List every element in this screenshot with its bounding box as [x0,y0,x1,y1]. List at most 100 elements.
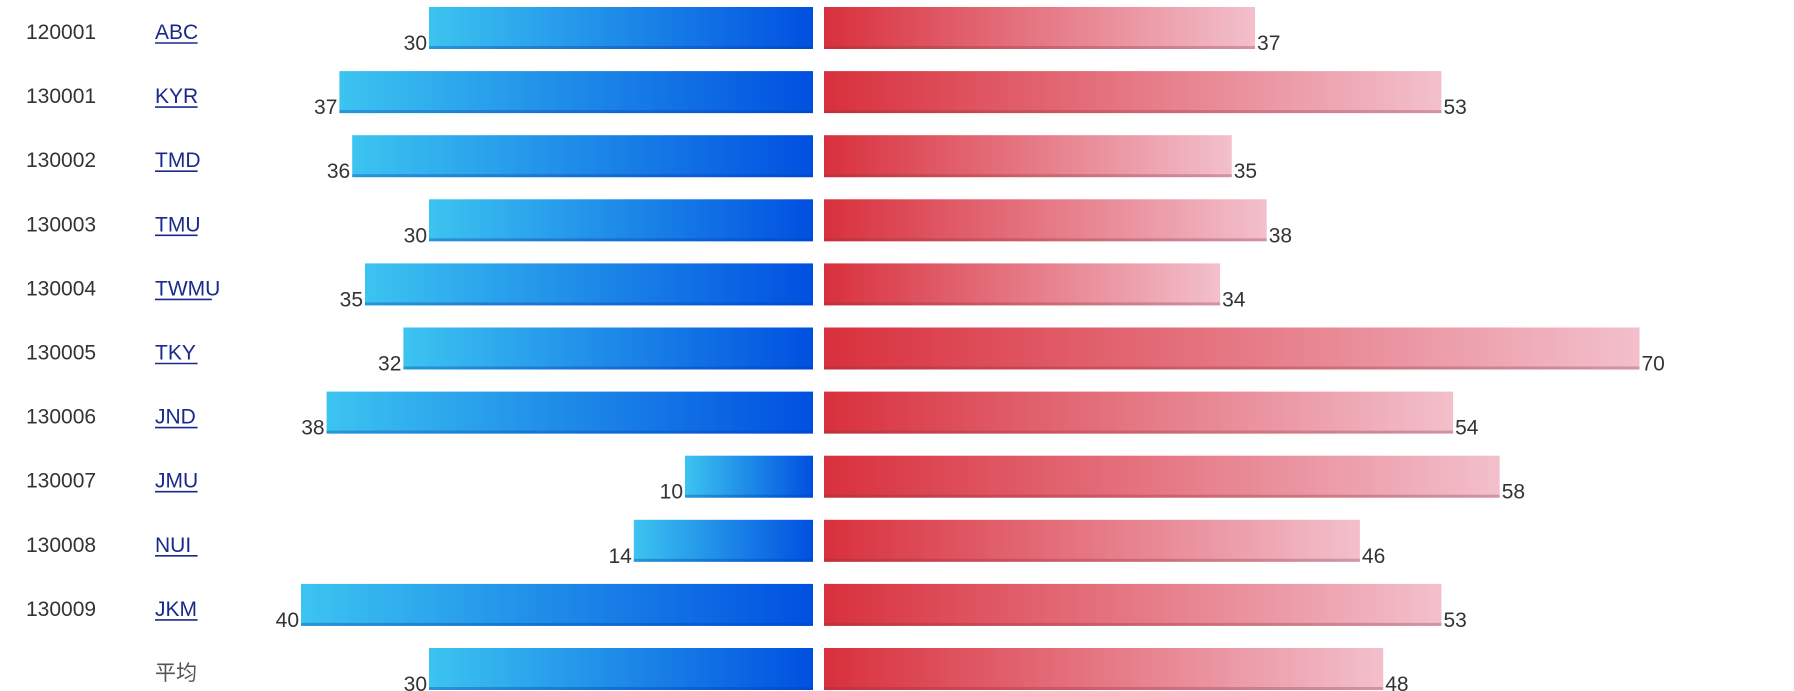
table-row: 平均 30 48 [155,648,1409,691]
row-name-link[interactable]: JMU [155,470,198,493]
row-code: 130007 [26,470,96,493]
bar-blue-shadow [352,174,813,178]
row-code: 130001 [26,85,96,108]
bar-red-shadow [824,558,1360,562]
row-name-link[interactable]: KYR [155,85,198,108]
row-name-link[interactable]: JKM [155,598,197,621]
row-code: 130008 [26,534,96,557]
bar-blue [339,71,813,114]
bar-blue-value: 36 [327,160,350,183]
bar-red [824,455,1500,498]
bar-blue [429,7,813,49]
row-code: 130002 [26,149,96,172]
bar-red-value: 53 [1443,96,1466,119]
table-row: 130005 TKY 32 70 [26,327,1665,376]
table-row: 130008 NUI 14 46 [26,519,1385,568]
bar-red-shadow [824,174,1232,178]
bar-red-value: 48 [1385,673,1408,691]
row-code: 130009 [26,598,96,621]
bar-red-value: 46 [1362,545,1385,568]
bar-red-shadow [824,366,1640,370]
bar-red-value: 37 [1257,32,1280,55]
table-row: 130001 KYR 37 53 [26,71,1467,119]
bar-blue-value: 38 [301,417,324,440]
row-name-link[interactable]: TKY [155,342,196,365]
bar-blue-shadow [326,430,813,434]
bar-red-value: 38 [1269,224,1292,247]
bar-red-value: 35 [1234,160,1257,183]
row-name-link[interactable]: JND [155,406,196,429]
table-row: 130004 TWMU 35 34 [26,263,1246,311]
bar-red-shadow [824,622,1442,626]
row-name-link[interactable]: NUI [155,534,191,557]
bar-blue-shadow [633,558,813,562]
bar-red [824,519,1360,562]
bar-blue-shadow [339,110,813,114]
row-code: 130004 [26,277,96,300]
bar-red-value: 58 [1502,481,1525,504]
bar-red [824,71,1442,114]
bar-blue-shadow [429,687,813,690]
bar-blue-value: 14 [608,545,632,568]
bar-blue-value: 37 [314,96,337,119]
bar-red-shadow [824,110,1442,114]
bar-blue-value: 40 [276,609,299,632]
row-name-link[interactable]: ABC [155,21,198,44]
row-code: 120001 [26,21,96,44]
bar-red-shadow [824,302,1221,306]
bar-blue [429,648,813,690]
bar-red-value: 53 [1443,609,1466,632]
row-code: 130005 [26,342,96,365]
bar-blue-value: 35 [340,288,363,311]
row-name-link[interactable]: TMU [155,213,201,236]
row-name-link[interactable]: TWMU [155,277,220,300]
bar-blue-value: 30 [404,32,427,55]
table-row: 130006 JND 38 54 [26,391,1479,440]
bar-red-value: 54 [1455,417,1479,440]
bar-blue [685,455,813,498]
bar-blue [326,391,813,434]
table-row: 130009 JKM 40 53 [26,583,1467,632]
bar-red [824,583,1442,626]
bar-red-shadow [824,238,1267,242]
bar-blue-value: 30 [404,224,427,247]
bar-red [824,263,1221,306]
bar-blue-shadow [429,46,813,49]
table-row: 130007 JMU 10 58 [26,455,1525,504]
bar-blue [403,327,813,370]
bar-blue-shadow [429,238,813,242]
table-row: 120001 ABC 30 37 [26,7,1280,55]
bar-blue-shadow [365,302,813,306]
bar-red-shadow [824,46,1256,49]
bar-blue [352,135,813,178]
table-row: 130002 TMD 36 35 [26,135,1257,183]
bar-red-shadow [824,494,1500,498]
row-code: 130003 [26,213,96,236]
bar-red-value: 34 [1222,288,1246,311]
bar-red-shadow [824,430,1454,434]
bar-blue-shadow [403,366,813,370]
bar-red-shadow [824,687,1384,690]
bar-red [824,199,1267,242]
row-name-link[interactable]: TMD [155,149,201,172]
bar-red [824,135,1232,178]
row-name: 平均 [155,662,197,685]
bar-blue [633,519,813,562]
bar-blue-value: 30 [404,673,427,691]
bar-red [824,7,1256,49]
bar-blue-value: 10 [660,481,683,504]
bar-blue [429,199,813,242]
bar-blue [301,583,813,626]
bar-blue-value: 32 [378,353,401,376]
bar-red [824,391,1454,434]
bar-blue [365,263,813,306]
table-row: 130003 TMU 30 38 [26,199,1292,247]
bar-red-value: 70 [1642,353,1665,376]
bar-blue-shadow [301,622,813,626]
bar-red [824,648,1384,690]
bar-red [824,327,1640,370]
row-code: 130006 [26,406,96,429]
bar-blue-shadow [685,494,813,498]
